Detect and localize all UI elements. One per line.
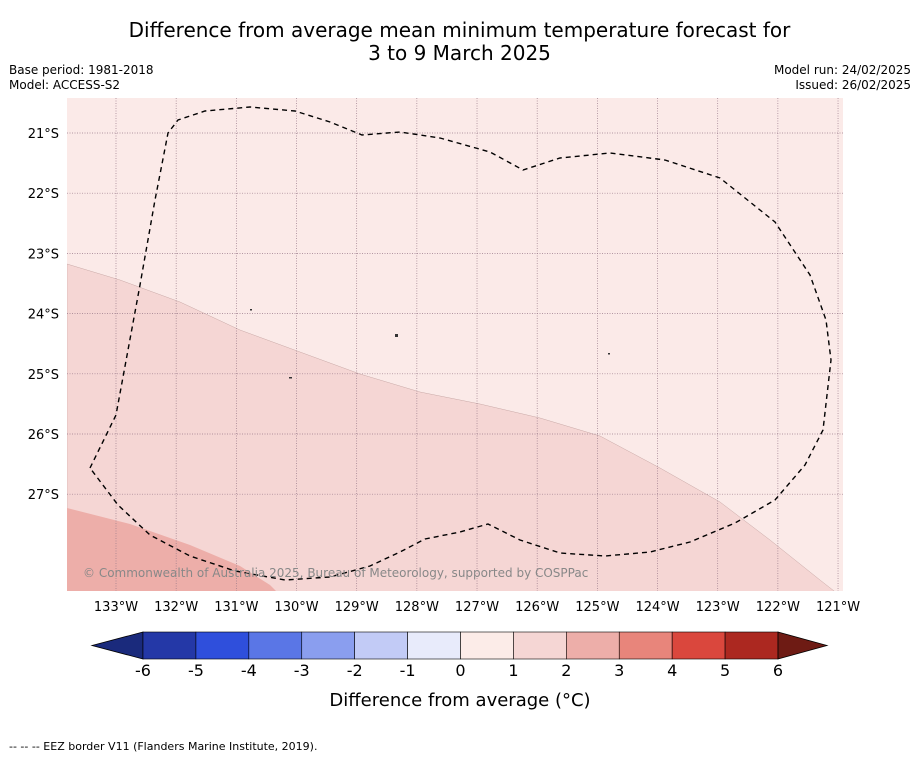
latitude-label: 23°S xyxy=(28,247,59,262)
colorbar-tick-label: 2 xyxy=(561,661,571,680)
longitude-label: 126°W xyxy=(515,600,559,615)
eez-legend-note: -- -- -- EEZ border V11 (Flanders Marine… xyxy=(9,740,318,753)
colorbar-segment xyxy=(142,631,197,660)
colorbar-tick-label: 0 xyxy=(455,661,465,680)
longitude-labels: 133°W 132°W 131°W 130°W 129°W 128°W 127°W 126°W… xyxy=(94,600,860,615)
colorbar-tick-label: 3 xyxy=(614,661,624,680)
island-mark xyxy=(395,334,398,337)
issued-label: Issued: 26/02/2025 xyxy=(795,78,911,92)
colorbar xyxy=(90,631,829,660)
latitude-label: 21°S xyxy=(28,127,59,142)
longitude-label: 130°W xyxy=(274,600,318,615)
title-line-1: Difference from average mean minimum tem… xyxy=(128,18,791,42)
longitude-label: 122°W xyxy=(756,600,800,615)
longitude-label: 131°W xyxy=(214,600,258,615)
colorbar-tick-label: -2 xyxy=(347,661,363,680)
latitude-label: 24°S xyxy=(28,308,59,323)
island-mark xyxy=(289,377,292,379)
longitude-label: 125°W xyxy=(575,600,619,615)
colorbar-segment xyxy=(407,631,461,660)
latitude-label: 22°S xyxy=(28,187,59,202)
colorbar-extend-low xyxy=(90,631,144,660)
colorbar-segment xyxy=(513,631,567,660)
longitude-label: 121°W xyxy=(816,600,860,615)
colorbar-segment xyxy=(618,631,673,660)
island-mark xyxy=(608,353,610,355)
colorbar-tick-label: -6 xyxy=(135,661,151,680)
colorbar-segment xyxy=(566,631,620,660)
latitude-label: 27°S xyxy=(28,488,59,503)
eez-border xyxy=(89,106,832,581)
colorbar-segment xyxy=(301,631,355,660)
colorbar-label: Difference from average (°C) xyxy=(329,690,590,711)
longitude-label: 124°W xyxy=(635,600,679,615)
island-mark xyxy=(250,309,252,311)
latitude-labels: 21°S 22°S 23°S 24°S 25°S 26°S 27°S xyxy=(28,127,59,503)
colorbar-tick-label: 4 xyxy=(667,661,677,680)
copyright-watermark: © Commonwealth of Australia 2025, Bureau… xyxy=(83,566,588,580)
colorbar-tick-label: -3 xyxy=(294,661,310,680)
colorbar-tick-label: 1 xyxy=(508,661,518,680)
island-marks xyxy=(250,309,610,379)
longitude-label: 127°W xyxy=(455,600,499,615)
longitude-label: 133°W xyxy=(94,600,138,615)
anomaly-zone-2-3 xyxy=(67,508,276,591)
longitude-label: 129°W xyxy=(335,600,379,615)
base-period-label: Base period: 1981-2018 xyxy=(9,63,154,77)
anomaly-zone-1-2 xyxy=(67,263,835,591)
model-label: Model: ACCESS-S2 xyxy=(9,78,121,92)
latitude-label: 26°S xyxy=(28,428,59,443)
colorbar-tick-label: -1 xyxy=(400,661,416,680)
colorbar-segment xyxy=(195,631,250,660)
graticule xyxy=(67,98,843,591)
colorbar-segment xyxy=(248,631,303,660)
map-plot-area xyxy=(67,98,843,591)
colorbar-tick-label: 5 xyxy=(720,661,730,680)
colorbar-tick-label: 6 xyxy=(773,661,783,680)
longitude-label: 132°W xyxy=(154,600,198,615)
colorbar-segment xyxy=(460,631,514,660)
longitude-label: 123°W xyxy=(696,600,740,615)
colorbar-segment xyxy=(671,631,726,660)
colorbar-extend-high xyxy=(777,631,829,660)
colorbar-segment xyxy=(724,631,779,660)
colorbar-segment xyxy=(354,631,408,660)
colorbar-tick-labels: -6 -5 -4 -3 -2 -1 0 1 2 3 4 5 6 xyxy=(135,661,783,680)
latitude-label: 25°S xyxy=(28,368,59,383)
model-run-label: Model run: 24/02/2025 xyxy=(773,63,911,77)
colorbar-tick-label: -5 xyxy=(188,661,204,680)
longitude-label: 128°W xyxy=(395,600,439,615)
colorbar-tick-label: -4 xyxy=(241,661,257,680)
title-line-2: 3 to 9 March 2025 xyxy=(368,41,551,65)
